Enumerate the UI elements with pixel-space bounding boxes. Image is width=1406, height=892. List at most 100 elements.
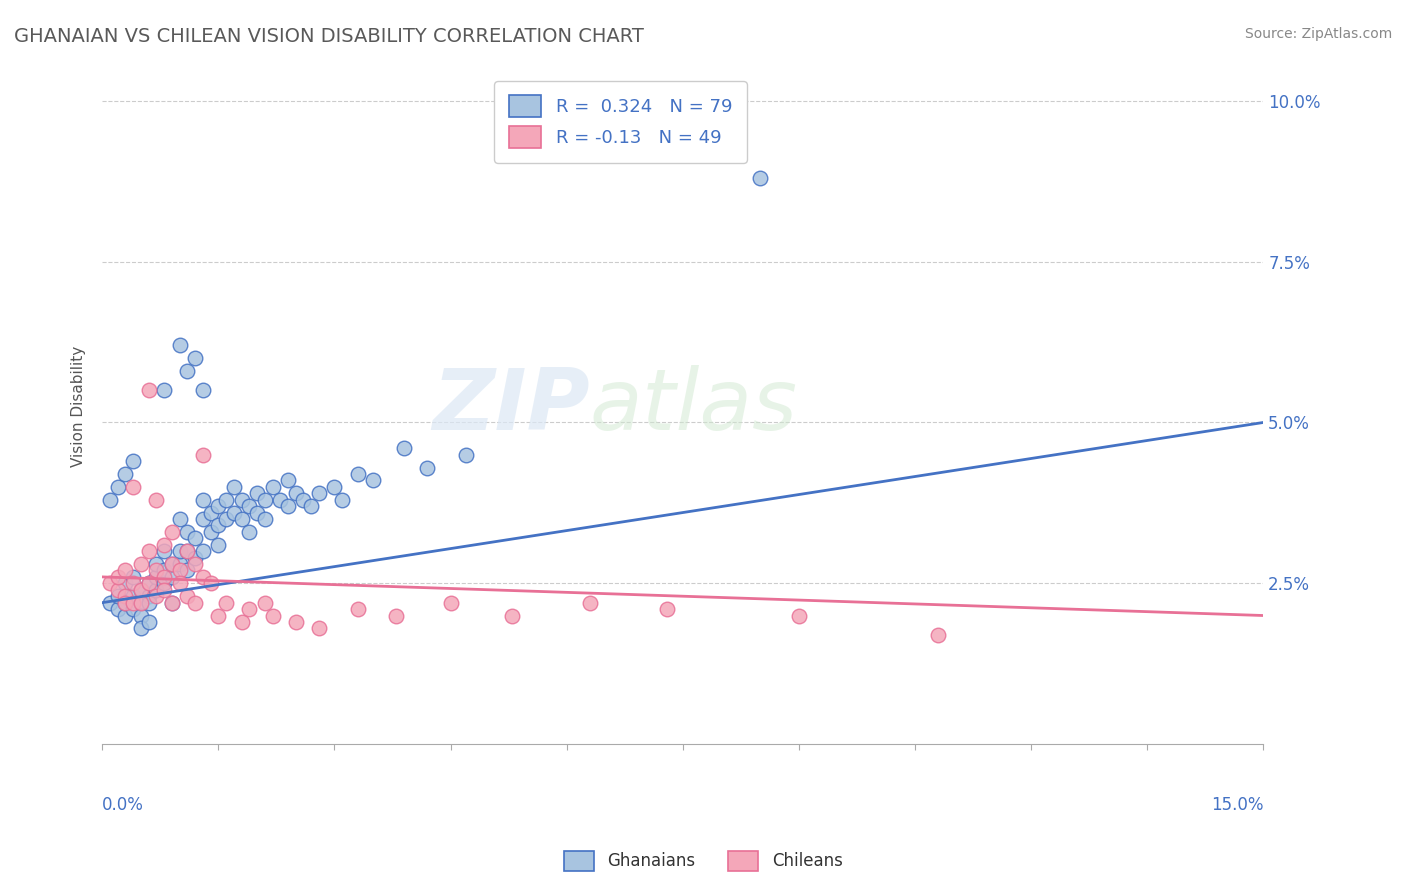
Point [98,492,121,507]
Point [122,602,145,616]
Point [160,596,183,610]
Point [107,602,129,616]
Point [160,557,183,571]
Point [138,596,160,610]
Point [284,615,307,629]
Point [129,582,152,597]
Point [160,524,183,539]
Point [114,576,136,591]
Point [98,596,121,610]
Point [238,602,260,616]
Point [200,524,222,539]
Point [114,564,136,578]
Point [308,621,330,635]
Point [215,492,238,507]
Point [191,512,214,526]
Point [107,570,129,584]
Point [284,486,307,500]
Point [207,518,229,533]
Point [262,608,284,623]
Point [657,602,679,616]
Point [749,170,772,185]
Point [184,550,207,565]
Point [246,486,269,500]
Point [107,480,129,494]
Point [215,512,238,526]
Point [231,492,253,507]
Text: Source: ZipAtlas.com: Source: ZipAtlas.com [1244,27,1392,41]
Text: ZIP: ZIP [432,365,591,448]
Point [122,570,145,584]
Text: 15.0%: 15.0% [1211,796,1264,814]
Point [153,564,176,578]
Point [392,441,415,455]
Point [330,492,353,507]
Legend: Ghanaians, Chileans: Ghanaians, Chileans [555,842,851,880]
Point [129,608,152,623]
Point [207,499,229,513]
Point [153,544,176,558]
Point [107,582,129,597]
Point [138,384,160,398]
Point [222,480,245,494]
Point [98,576,121,591]
Text: 0.0%: 0.0% [103,796,143,814]
Point [346,467,368,481]
Point [207,538,229,552]
Point [129,621,152,635]
Point [176,524,198,539]
Point [787,608,810,623]
Point [145,570,167,584]
Point [191,384,214,398]
Point [145,582,167,597]
Point [277,474,299,488]
Point [927,628,949,642]
Point [323,480,346,494]
Point [191,544,214,558]
Point [169,512,191,526]
Point [231,512,253,526]
Point [122,596,145,610]
Point [169,557,191,571]
Point [385,608,408,623]
Point [153,582,176,597]
Point [262,480,284,494]
Point [184,351,207,365]
Legend: R =  0.324   N = 79, R = -0.13   N = 49: R = 0.324 N = 79, R = -0.13 N = 49 [495,81,747,163]
Point [169,338,191,352]
Point [153,384,176,398]
Point [253,512,276,526]
Point [160,557,183,571]
Y-axis label: Vision Disability: Vision Disability [72,346,86,467]
Point [153,538,176,552]
Point [191,448,214,462]
Point [238,499,260,513]
Point [269,492,291,507]
Point [107,589,129,603]
Point [238,524,260,539]
Point [439,596,461,610]
Point [114,589,136,603]
Point [138,576,160,591]
Point [184,557,207,571]
Point [114,608,136,623]
Point [184,531,207,545]
Point [215,596,238,610]
Point [501,608,523,623]
Point [253,492,276,507]
Point [292,492,315,507]
Point [145,557,167,571]
Point [114,467,136,481]
Point [454,448,477,462]
Point [200,506,222,520]
Point [176,589,198,603]
Point [169,544,191,558]
Point [153,570,176,584]
Point [129,557,152,571]
Point [253,596,276,610]
Point [114,596,136,610]
Point [191,492,214,507]
Point [138,544,160,558]
Point [138,576,160,591]
Point [122,480,145,494]
